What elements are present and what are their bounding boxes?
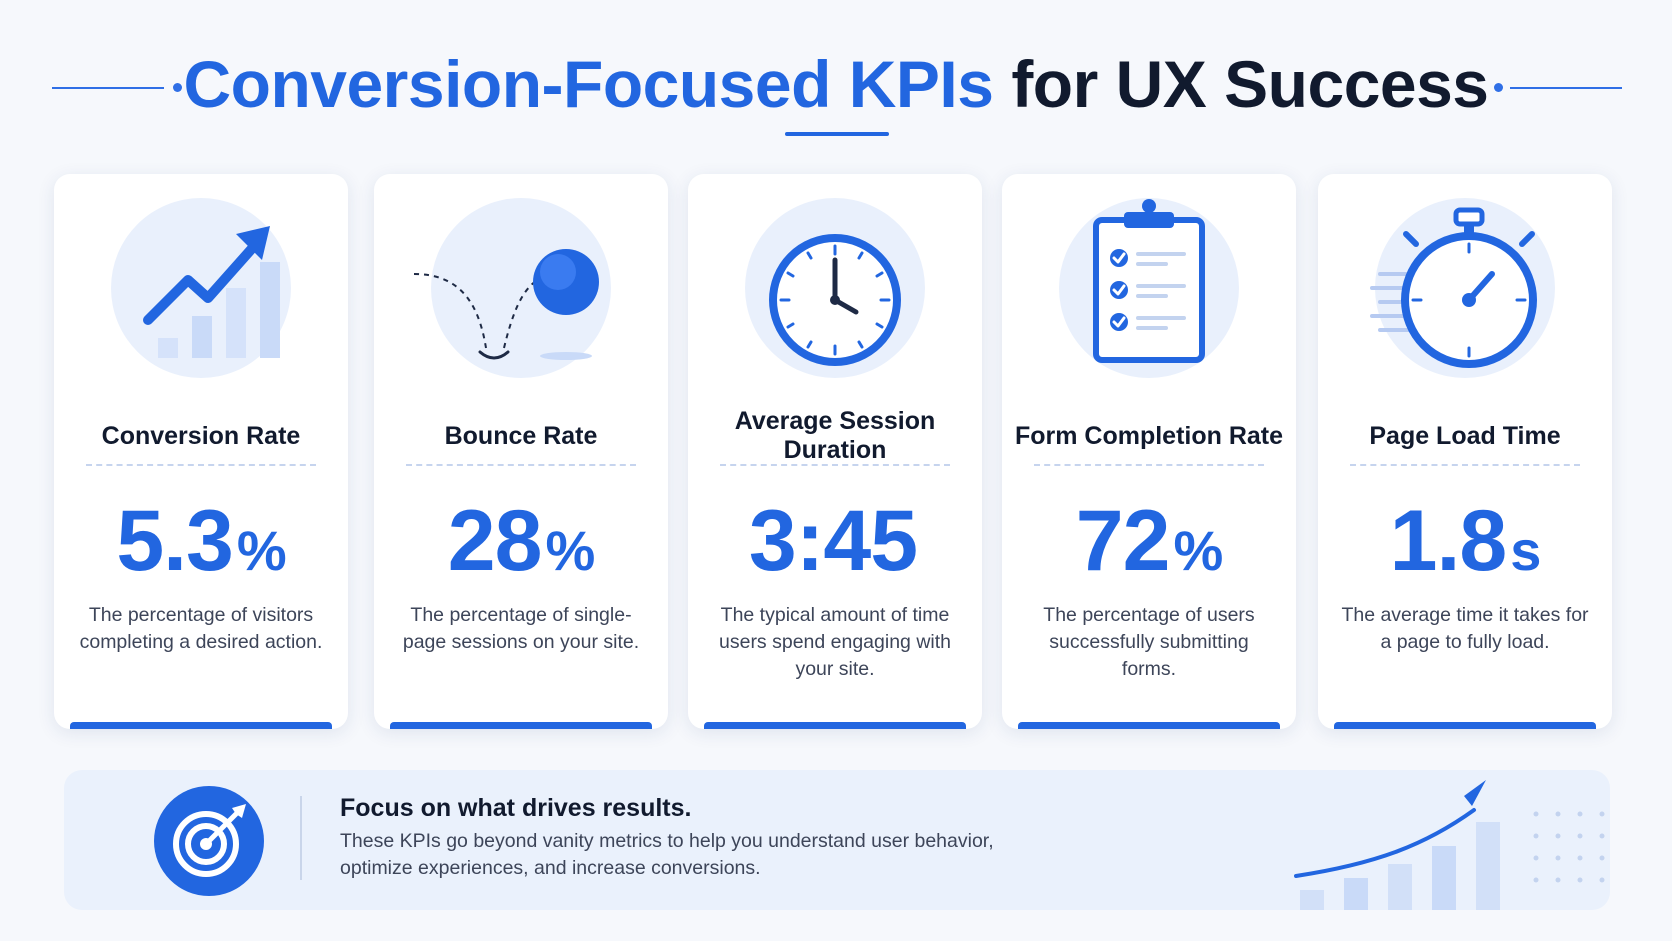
card-accent-bar	[1334, 722, 1596, 729]
title-left-dot	[173, 83, 182, 92]
kpi-card-form-completion-rate: Form Completion Rate 72% The percentage …	[1002, 174, 1296, 729]
kpi-value: 5.3%	[116, 493, 286, 589]
kpi-value: 72%	[1075, 493, 1223, 589]
clipboard-checklist-icon	[1093, 199, 1205, 363]
card-accent-bar	[70, 722, 332, 729]
kpi-description: The percentage of single-page sessions o…	[402, 604, 640, 653]
trending-up-chart-icon	[143, 226, 280, 358]
kpi-value: 28%	[447, 493, 595, 589]
kpi-value: 3:45	[748, 493, 918, 589]
kpi-description: The percentage of users successfully sub…	[1043, 604, 1255, 680]
divider	[86, 464, 316, 466]
banner-heading: Focus on what drives results.	[340, 794, 692, 822]
kpi-card-average-session-duration: Average Session Duration 3:45 The typica…	[688, 174, 982, 729]
kpi-card-conversion-rate: Conversion Rate 5.3% The percentage of v…	[54, 174, 348, 729]
card-accent-bar	[704, 722, 966, 729]
kpi-name: Form Completion Rate	[1014, 421, 1284, 450]
kpi-value: 1.8s	[1389, 493, 1542, 589]
card-accent-bar	[390, 722, 652, 729]
summary-banner: Focus on what drives results. These KPIs…	[64, 770, 1610, 910]
kpi-card-page-load-time: Page Load Time 1.8s The average time it …	[1318, 174, 1612, 729]
growth-chart-decoration	[1294, 780, 1605, 910]
title-highlight: Conversion-Focused KPIs	[183, 47, 994, 121]
kpi-description: The average time it takes for a page to …	[1341, 604, 1589, 653]
title-left-line	[52, 87, 164, 89]
page-title: Conversion-Focused KPIs for UX Success	[0, 46, 1672, 122]
kpi-description: The typical amount of time users spend e…	[719, 604, 951, 680]
clock-icon	[769, 234, 901, 366]
title-right-line	[1510, 87, 1622, 89]
kpi-name: Average Session Duration	[734, 407, 936, 464]
title-rest: for UX Success	[1011, 47, 1489, 121]
stopwatch-icon	[1370, 207, 1537, 368]
kpi-name: Conversion Rate	[101, 421, 301, 450]
kpi-card-bounce-rate: Bounce Rate 28% The percentage of single…	[374, 174, 668, 729]
banner-divider	[300, 796, 302, 880]
divider	[720, 464, 950, 466]
kpi-name: Bounce Rate	[444, 421, 598, 450]
bouncing-ball-icon	[413, 249, 599, 360]
banner-text: These KPIs go beyond vanity metrics to h…	[340, 830, 994, 879]
kpi-name: Page Load Time	[1369, 421, 1561, 450]
title-underline	[785, 132, 889, 136]
kpi-description: The percentage of visitors completing a …	[79, 604, 323, 653]
divider	[406, 464, 636, 466]
card-accent-bar	[1018, 722, 1280, 729]
divider	[1350, 464, 1580, 466]
header: Conversion-Focused KPIs for UX Success	[0, 40, 1672, 136]
title-right-dot	[1494, 83, 1503, 92]
divider	[1034, 464, 1264, 466]
target-icon	[154, 786, 264, 896]
